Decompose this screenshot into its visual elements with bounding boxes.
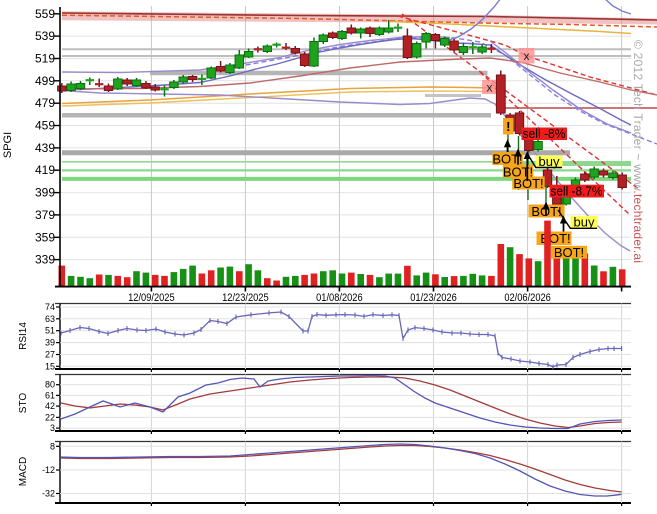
svg-text:sell -8%: sell -8% bbox=[523, 126, 566, 141]
svg-text:-12: -12 bbox=[42, 465, 55, 475]
svg-text:15: 15 bbox=[45, 361, 55, 371]
svg-text:439: 439 bbox=[35, 141, 55, 155]
svg-text:-32: -32 bbox=[42, 489, 55, 499]
svg-text:419: 419 bbox=[35, 163, 55, 177]
svg-text:01/23/2026: 01/23/2026 bbox=[410, 292, 457, 304]
svg-text:74: 74 bbox=[45, 302, 55, 312]
svg-text:51: 51 bbox=[45, 326, 55, 336]
svg-text:499: 499 bbox=[35, 74, 55, 88]
svg-text:buy: buy bbox=[539, 154, 560, 169]
svg-text:519: 519 bbox=[35, 52, 55, 66]
svg-text:sell -8.7%: sell -8.7% bbox=[551, 184, 603, 199]
svg-text:x: x bbox=[487, 81, 493, 95]
svg-text:479: 479 bbox=[35, 96, 55, 110]
svg-text:BOT!: BOT! bbox=[503, 164, 533, 179]
svg-text:BOT!: BOT! bbox=[513, 176, 543, 191]
svg-text:© 2012 Tech Trader ~ www.techt: © 2012 Tech Trader ~ www.techtrader.ai bbox=[631, 40, 645, 263]
svg-text:61: 61 bbox=[45, 390, 55, 400]
svg-text:63: 63 bbox=[45, 314, 55, 324]
svg-text:39: 39 bbox=[45, 338, 55, 348]
svg-text:12/23/2025: 12/23/2025 bbox=[222, 292, 269, 304]
svg-text:!: ! bbox=[506, 119, 510, 134]
svg-text:01/08/2026: 01/08/2026 bbox=[316, 292, 363, 304]
svg-text:42: 42 bbox=[45, 401, 55, 411]
svg-text:27: 27 bbox=[45, 350, 55, 360]
svg-text:3: 3 bbox=[50, 423, 55, 433]
svg-text:22: 22 bbox=[45, 412, 55, 422]
svg-text:359: 359 bbox=[35, 230, 55, 244]
svg-text:12/09/2025: 12/09/2025 bbox=[128, 292, 175, 304]
svg-text:SPGI: SPGI bbox=[2, 132, 14, 158]
svg-text:539: 539 bbox=[35, 29, 55, 43]
svg-text:02/06/2026: 02/06/2026 bbox=[504, 292, 551, 304]
svg-text:559: 559 bbox=[35, 7, 55, 21]
svg-text:buy: buy bbox=[574, 215, 595, 230]
svg-text:STO: STO bbox=[18, 393, 29, 414]
svg-text:8: 8 bbox=[50, 441, 55, 451]
svg-text:459: 459 bbox=[35, 119, 55, 133]
svg-text:BOT!: BOT! bbox=[554, 245, 584, 260]
svg-text:339: 339 bbox=[35, 253, 55, 267]
svg-text:RSI14: RSI14 bbox=[18, 322, 29, 350]
svg-text:x: x bbox=[524, 49, 530, 63]
svg-text:MACD: MACD bbox=[18, 457, 29, 486]
svg-text:379: 379 bbox=[35, 208, 55, 222]
svg-text:399: 399 bbox=[35, 186, 55, 200]
svg-text:80: 80 bbox=[45, 380, 55, 390]
